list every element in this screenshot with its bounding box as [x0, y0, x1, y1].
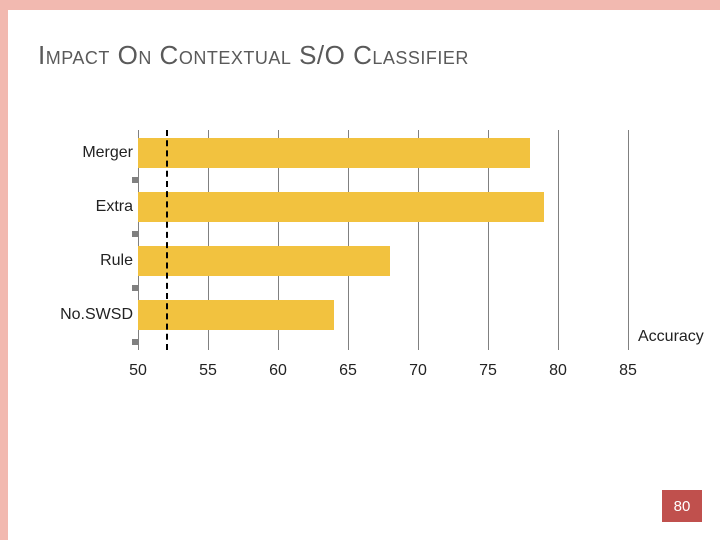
x-tick-label: 85	[619, 362, 637, 380]
y-category-label: Extra	[43, 198, 133, 216]
y-tick-mark	[132, 231, 138, 237]
bar	[138, 192, 544, 222]
x-tick-label: 80	[549, 362, 567, 380]
page-number: 80	[674, 498, 691, 515]
page-number-badge: 80	[662, 490, 702, 522]
x-tick-label: 60	[269, 362, 287, 380]
grid-line	[628, 130, 629, 350]
accent-bar-top	[0, 0, 720, 10]
y-tick-mark	[132, 177, 138, 183]
y-category-label: No.SWSD	[43, 306, 133, 324]
x-axis-title: Accuracy	[638, 328, 704, 346]
slide-title: Impact On Contextual S/O Classifier	[38, 40, 469, 71]
baseline-dashed-line	[166, 130, 168, 350]
y-category-label: Merger	[43, 144, 133, 162]
y-tick-mark	[132, 285, 138, 291]
y-tick-mark	[132, 339, 138, 345]
bar	[138, 246, 390, 276]
accent-bar-left	[0, 0, 8, 540]
y-category-label: Rule	[43, 252, 133, 270]
grid-line	[558, 130, 559, 350]
x-tick-label: 65	[339, 362, 357, 380]
accuracy-bar-chart: Accuracy 5055606570758085MergerExtraRule…	[38, 130, 678, 390]
bar	[138, 138, 530, 168]
x-tick-label: 55	[199, 362, 217, 380]
x-tick-label: 70	[409, 362, 427, 380]
x-tick-label: 75	[479, 362, 497, 380]
x-tick-label: 50	[129, 362, 147, 380]
